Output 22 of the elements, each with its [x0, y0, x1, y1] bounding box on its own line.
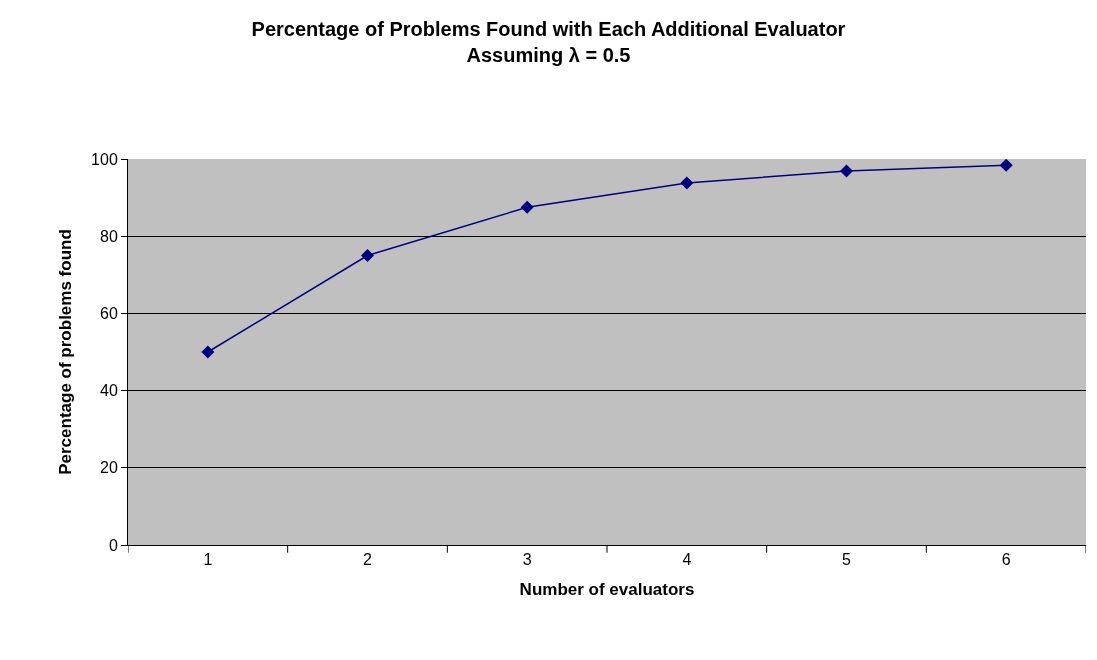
y-tick-label: 60 [100, 305, 118, 322]
chart-title: Percentage of Problems Found with Each Additional Evaluator [251, 18, 846, 40]
point [680, 176, 694, 190]
x-tick-label: 4 [682, 551, 692, 569]
point [840, 164, 853, 178]
y-axis-title: Percentage of problems found [55, 229, 75, 475]
x-tick-label: 6 [1001, 551, 1011, 569]
chart-subtitle: Assuming λ = 0.5 [466, 44, 631, 66]
point [361, 249, 374, 262]
y-tick-label: 100 [91, 150, 118, 168]
y-tick-label: 80 [100, 227, 118, 245]
x-tick-label: 5 [842, 551, 852, 569]
x-tick-label: 2 [363, 551, 373, 569]
point [201, 345, 215, 359]
x-tick-label: 3 [522, 551, 532, 569]
y-tick-label: 40 [100, 382, 118, 400]
y-tick-label: 20 [100, 459, 118, 477]
point [520, 200, 534, 214]
y-tick-label: 0 [108, 536, 118, 554]
x-tick-label: 1 [203, 551, 213, 569]
x-axis-title: Number of evaluators [519, 579, 695, 599]
point [999, 158, 1013, 172]
